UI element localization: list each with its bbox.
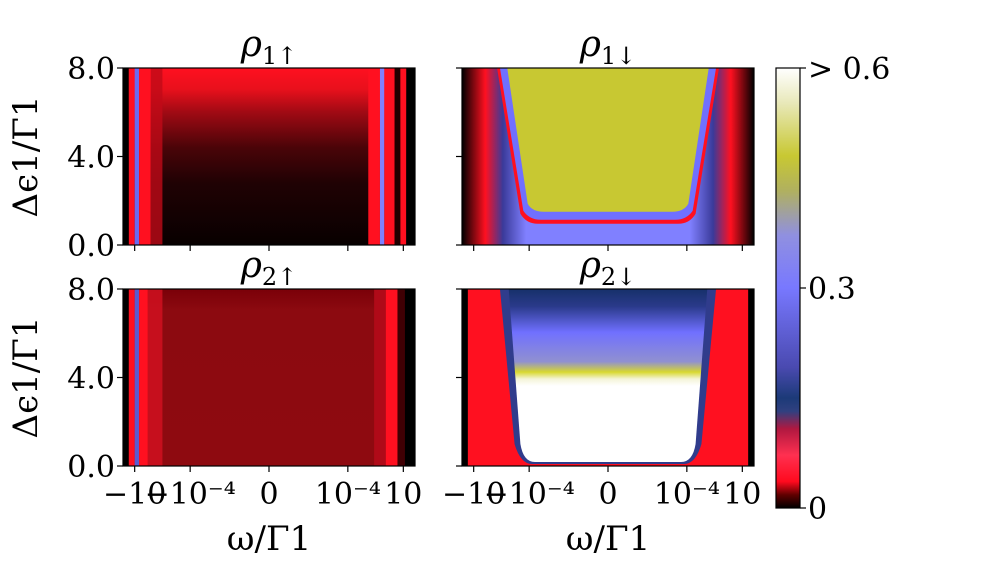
- panel-title: ρ2↓: [579, 245, 637, 291]
- heatmap: [123, 68, 415, 245]
- axis-labels-layer: Δϵ1/Γ1 Δϵ1/Γ1 ω/Γ1 ω/Γ1: [6, 96, 650, 559]
- colorbar-tick-label: > 0.6: [808, 52, 890, 87]
- panel-down2: ρ2↓ −10−10⁻⁴ 0 10⁻⁴ 10: [442, 245, 761, 512]
- heatmap-band: [150, 68, 163, 245]
- panels-layer: ρ1↑0.04.08.0ρ1↓ρ2↑0.04.08.0−10−10⁻⁴ 0 10⁻⁴…: [67, 24, 761, 512]
- x-tick-label: 10⁻⁴: [654, 477, 720, 512]
- x-tick-label: 10: [723, 477, 761, 512]
- heatmap-edge: [123, 289, 129, 466]
- x-tick-label: 0: [598, 477, 617, 512]
- y-axis-label: Δϵ1/Γ1: [6, 96, 46, 218]
- heatmap: [123, 289, 415, 466]
- heatmap-band: [400, 68, 407, 245]
- y-tick-label: 0.0: [67, 229, 115, 264]
- x-tick-label: 10: [384, 477, 422, 512]
- heatmap-band: [147, 289, 163, 466]
- heatmap-band: [128, 289, 135, 466]
- heatmap-yellow-region: [507, 68, 709, 212]
- x-tick-label: −10: [442, 477, 505, 512]
- heatmap-band: [385, 289, 398, 466]
- heatmap-band: [134, 289, 140, 466]
- heatmap-band: [384, 68, 395, 245]
- x-tick-label: −10: [103, 477, 166, 512]
- heatmap-band: [394, 68, 401, 245]
- panel-title: ρ1↑: [240, 24, 298, 70]
- heatmap-band: [379, 68, 385, 245]
- colorbar-tick-label: 0.3: [808, 272, 856, 307]
- x-axis-label: ω/Γ1: [566, 519, 650, 559]
- x-tick-label: 10⁻⁴: [315, 477, 381, 512]
- heatmap-field: [123, 68, 415, 245]
- panel-down1: ρ1↓: [456, 24, 755, 251]
- panel-up2: ρ2↑ 0.0 4.0 8.0 −10−10⁻⁴ 0 10⁻⁴ 10: [67, 245, 422, 512]
- heatmap-band: [139, 289, 148, 466]
- heatmap: [462, 289, 754, 466]
- heatmap-band: [368, 68, 380, 245]
- panel-title: ρ1↓: [579, 24, 637, 70]
- heatmap-band: [128, 68, 135, 245]
- x-tick-label: −10⁻⁴: [484, 477, 575, 512]
- heatmap-core: [508, 289, 708, 462]
- heatmap-edge: [123, 68, 129, 245]
- heatmap-edge: [406, 68, 415, 245]
- heatmap-band: [397, 289, 405, 466]
- x-tick-label: 0: [259, 477, 278, 512]
- y-tick-label: 4.0: [67, 141, 115, 176]
- colorbar: 0 0.3 > 0.6: [775, 52, 890, 527]
- panel-up1: ρ1↑ 0.0 4.0 8.0: [67, 24, 416, 264]
- y-axis-label: Δϵ1/Γ1: [6, 317, 46, 439]
- y-tick-label: 4.0: [67, 362, 115, 397]
- heatmap-field: [123, 289, 415, 466]
- y-tick-label: 8.0: [67, 52, 115, 87]
- x-tick-label: −10⁻⁴: [145, 477, 236, 512]
- panel-title: ρ2↑: [240, 245, 298, 291]
- x-axis-label: ω/Γ1: [227, 519, 311, 559]
- heatmap-band: [374, 289, 386, 466]
- y-tick-label: 8.0: [67, 273, 115, 308]
- heatmap-band: [134, 68, 140, 245]
- y-tick-label: 0.0: [67, 450, 115, 485]
- colorbar-tick-label: 0: [808, 492, 827, 527]
- heatmap-edge: [404, 289, 415, 466]
- heatmap: [462, 68, 754, 245]
- colorbar-gradient: [775, 67, 801, 509]
- heatmap-band: [139, 68, 151, 245]
